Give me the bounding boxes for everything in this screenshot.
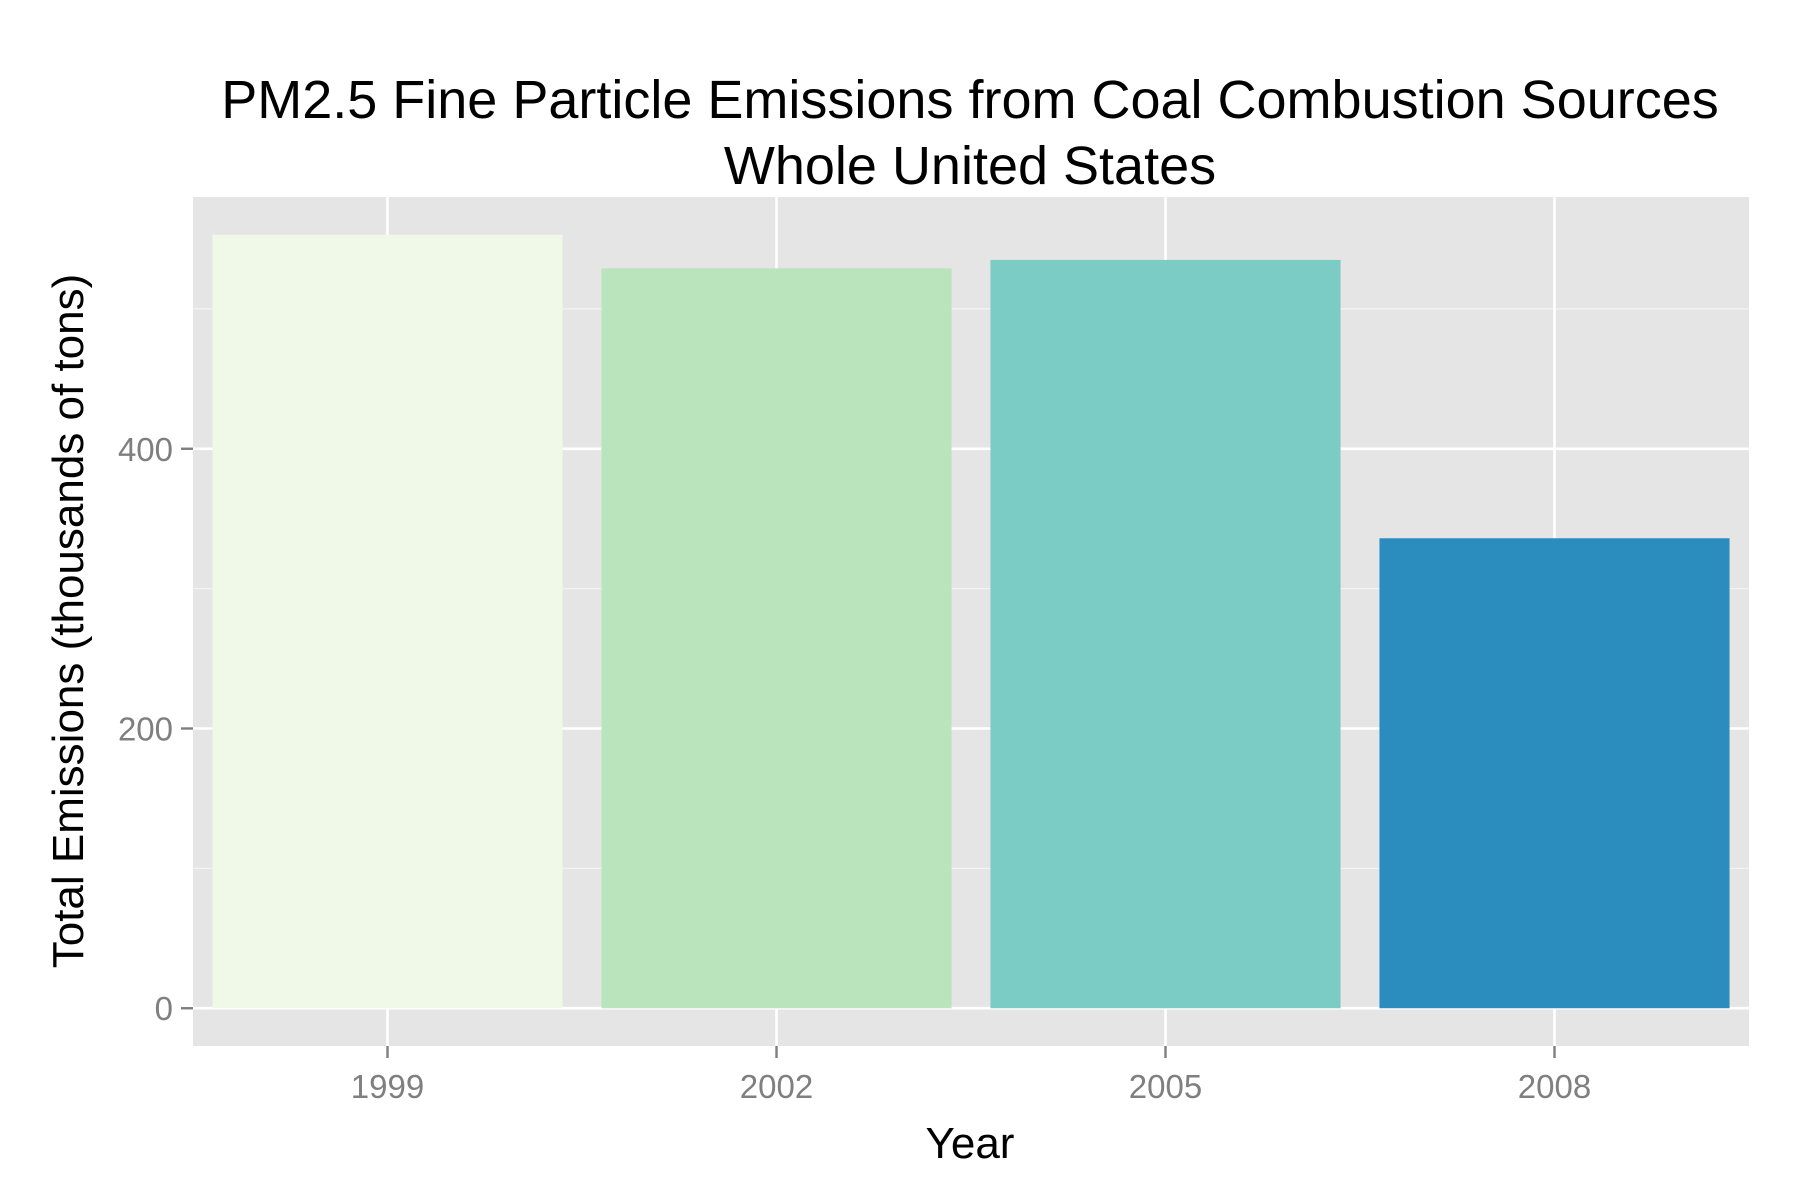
- chart-title-line-1: PM2.5 Fine Particle Emissions from Coal …: [221, 70, 1719, 130]
- y-tick-label: 200: [118, 710, 173, 747]
- bar-1999: [212, 234, 563, 1009]
- x-tick-label: 2005: [1129, 1068, 1202, 1105]
- y-axis-title: Total Emissions (thousands of tons): [44, 274, 93, 969]
- bars: [212, 234, 1730, 1009]
- x-axis-title: Year: [926, 1119, 1015, 1168]
- x-tick-label: 2008: [1518, 1068, 1591, 1105]
- x-tick-label: 2002: [740, 1068, 813, 1105]
- axis-ticks: 0 200 400 1999 2002 2005 2008: [118, 431, 1591, 1105]
- chart-title-line-2: Whole United States: [724, 136, 1216, 196]
- bar-2008: [1379, 538, 1730, 1009]
- bar-2005: [990, 259, 1341, 1009]
- y-tick-label: 400: [118, 431, 173, 468]
- x-tick-label: 1999: [351, 1068, 424, 1105]
- bar-2002: [601, 268, 952, 1009]
- y-tick-label: 0: [155, 990, 173, 1027]
